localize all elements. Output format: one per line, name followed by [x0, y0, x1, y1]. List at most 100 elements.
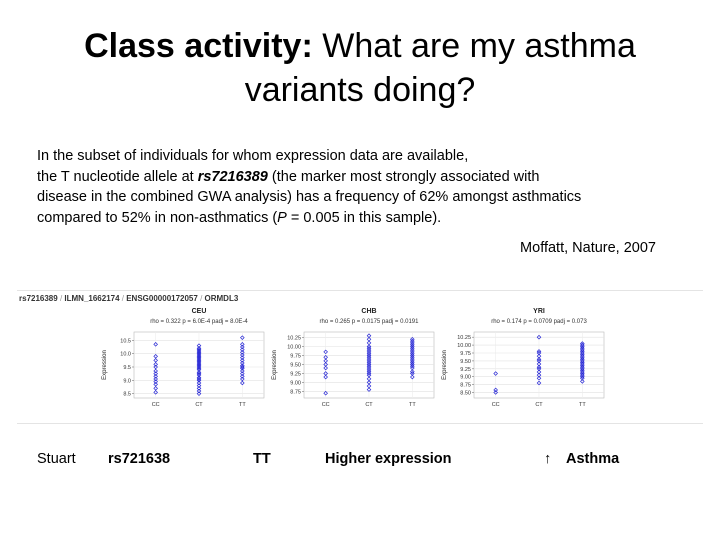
body-line-4-a: compared to 52% in non-asthmatics (: [37, 209, 278, 226]
chb-data-point-ct: [366, 365, 372, 371]
ceu-data-point-cc: [153, 379, 158, 384]
ceu-data-point-ct: [196, 380, 202, 386]
chb-data-point-ct: [366, 344, 372, 349]
chb-data-point-cc: [323, 349, 328, 355]
chb-data-point-cc: [323, 374, 328, 380]
ceu-data-point-ct: [196, 343, 202, 348]
chb-data-point-ct: [366, 351, 372, 356]
ceu-data-point-tt: [240, 360, 245, 366]
ceu-data-point-tt: [240, 344, 245, 350]
chb-data-point-tt: [410, 363, 415, 369]
ceu-data-point-ct: [196, 375, 202, 380]
ceu-ytick-label: 10.5: [120, 338, 131, 344]
yri-chart-subtitle: rho = 0.174 p = 0.0709 padj = 0.073: [491, 319, 587, 325]
ceu-data-point-cc: [153, 358, 158, 363]
chb-data-point-tt: [410, 365, 415, 371]
header-sep-2: /: [119, 294, 127, 303]
summary-trait: Asthma: [566, 451, 620, 467]
yri-data-point-cc: [493, 387, 498, 393]
chb-data-point-tt: [410, 345, 415, 351]
ceu-data-point-tt: [240, 363, 245, 368]
chb-data-point-tt: [410, 342, 415, 347]
chb-ytick-label: 9.25: [290, 371, 301, 377]
chb-data-point-ct: [366, 383, 372, 389]
chb-data-point-ct: [366, 356, 372, 362]
chb-data-point-ct: [366, 367, 372, 373]
ceu-ytick-label: 9.0: [123, 378, 131, 384]
ceu-data-point-cc: [153, 386, 158, 391]
chb-data-point-tt: [410, 371, 415, 376]
ceu-data-point-cc: [153, 354, 158, 359]
chb-ytick-label: 9.75: [290, 353, 301, 359]
chb-data-point-tt: [410, 356, 415, 362]
ceu-data-point-tt: [240, 347, 245, 352]
chart-panel-chb: CHB rho = 0.265 p = 0.0175 padj = 0.0191 8…: [272, 308, 435, 408]
ceu-data-point-tt: [240, 342, 245, 347]
yri-ytick-label: 9.00: [460, 375, 471, 381]
yri-data-point-ct: [536, 361, 542, 367]
ceu-xtick-label: TT: [239, 402, 246, 408]
yri-data-point-cc: [493, 390, 498, 395]
header-snp: rs7216389: [19, 294, 58, 303]
chb-data-point-ct: [366, 333, 372, 339]
yri-data-point-ct: [536, 334, 542, 340]
chb-data-point-tt: [410, 374, 415, 380]
chb-data-point-ct: [366, 345, 372, 351]
citation: Moffatt, Nature, 2007: [520, 240, 656, 256]
chb-data-point-cc: [323, 362, 328, 367]
chb-data-point-ct: [366, 372, 372, 378]
ceu-data-point-cc: [153, 362, 158, 367]
ceu-data-point-tt: [240, 376, 245, 382]
chb-ylabel: Expression: [272, 350, 278, 380]
chb-data-point-tt: [410, 344, 415, 349]
body-paragraph: In the subset of individuals for whom ex…: [37, 146, 677, 228]
slide-title: Class activity: What are my asthma varia…: [0, 24, 720, 112]
chb-data-point-tt: [410, 353, 415, 358]
chb-chart-subtitle: rho = 0.265 p = 0.0175 padj = 0.0191: [320, 319, 420, 325]
ceu-data-point-ct: [196, 346, 202, 351]
ceu-ytick-label: 9.5: [123, 365, 131, 371]
ceu-xtick-label: CT: [195, 402, 203, 408]
yri-data-point-tt: [580, 379, 585, 384]
yri-ytick-label: 8.50: [460, 390, 471, 396]
chb-data-point-ct: [366, 349, 372, 355]
chb-data-point-ct: [366, 362, 372, 367]
chb-data-point-ct: [366, 363, 372, 369]
yri-data-point-ct: [536, 372, 542, 378]
yri-ytick-label: 8.75: [460, 383, 471, 389]
ceu-data-point-tt: [240, 335, 245, 340]
title-line2: variants doing?: [244, 71, 476, 109]
yri-ytick-label: 10.00: [457, 343, 471, 349]
yri-data-point-ct: [536, 380, 542, 386]
ceu-data-point-cc: [153, 382, 158, 387]
body-line-3: disease in the combined GWA analysis) ha…: [37, 189, 582, 205]
title-rest: What are my asthma: [312, 27, 636, 65]
yri-ytick-label: 9.50: [460, 359, 471, 365]
chb-data-point-ct: [366, 347, 372, 353]
header-gene: ORMDL3: [204, 294, 239, 303]
ceu-data-point-cc: [153, 342, 158, 347]
chb-data-point-tt: [410, 369, 415, 374]
header-probe: ILMN_1662174: [64, 294, 120, 303]
yri-data-point-ct: [536, 349, 542, 354]
yri-xtick-label: CC: [492, 402, 500, 408]
chb-data-point-tt: [410, 337, 415, 342]
yri-data-point-cc: [493, 371, 498, 376]
body-line-4-c: = 0.005 in this sample).: [286, 209, 442, 226]
ceu-data-point-tt: [240, 374, 245, 379]
header-ensg: ENSG00000172057: [126, 294, 198, 303]
chb-data-point-cc: [323, 365, 328, 371]
body-line-2-a: the T nucleotide allele at: [37, 168, 198, 185]
chb-data-point-tt: [410, 360, 415, 365]
chb-data-point-tt: [410, 358, 415, 364]
chb-data-point-tt: [410, 349, 415, 355]
yri-data-point-ct: [536, 353, 542, 359]
chb-data-point-tt: [410, 340, 415, 346]
up-arrow-icon: ↑: [544, 451, 552, 467]
chb-data-point-tt: [410, 351, 415, 356]
summary-row: Stuart rs721638 TT Higher expression ↑ A…: [0, 451, 720, 471]
ceu-data-point-ct: [196, 388, 202, 394]
header-sep-3: /: [197, 294, 205, 303]
chb-data-point-cc: [323, 371, 328, 376]
body-line-1: In the subset of individuals for whom ex…: [37, 148, 469, 164]
